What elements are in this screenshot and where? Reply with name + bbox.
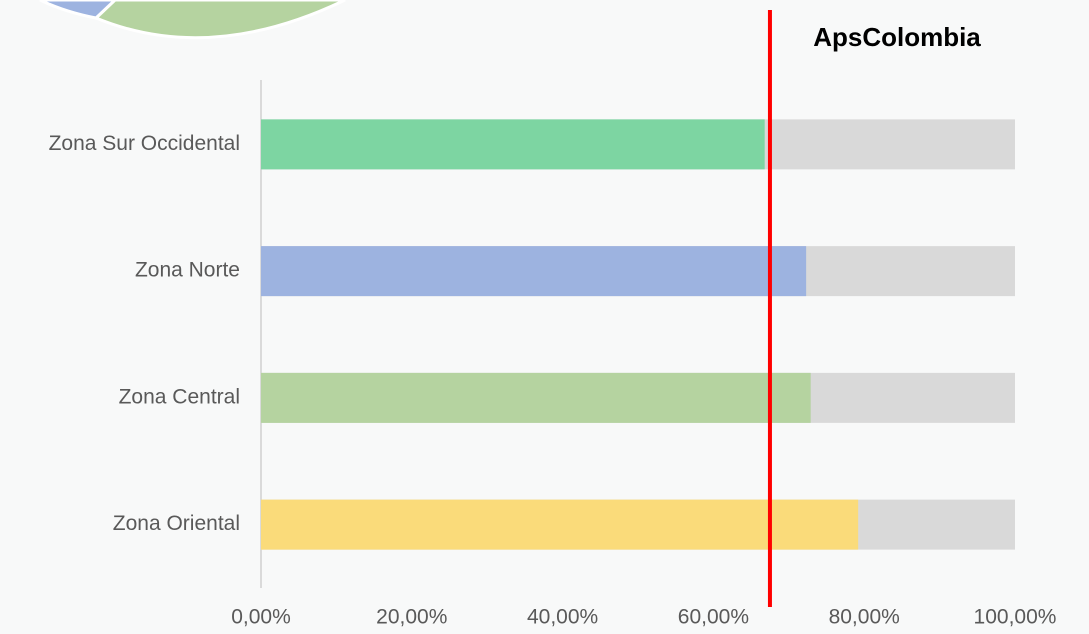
bar bbox=[261, 246, 807, 297]
bar bbox=[261, 119, 765, 170]
reference-label: ApsColombia bbox=[813, 22, 981, 52]
y-tick-label: Zona Oriental bbox=[113, 512, 240, 535]
bar bbox=[261, 372, 811, 423]
y-tick-label: Zona Central bbox=[119, 385, 240, 408]
x-tick-label: 80,00% bbox=[829, 606, 900, 629]
y-tick-label: Zona Sur Occidental bbox=[49, 132, 240, 155]
pie-fragment bbox=[39, 0, 346, 40]
x-tick-label: 20,00% bbox=[376, 606, 447, 629]
x-tick-label: 60,00% bbox=[678, 606, 749, 629]
x-tick-label: 40,00% bbox=[527, 606, 598, 629]
x-tick-label: 100,00% bbox=[974, 606, 1057, 629]
bar bbox=[261, 499, 859, 550]
y-tick-label: Zona Norte bbox=[135, 259, 240, 282]
x-tick-label: 0,00% bbox=[231, 606, 291, 629]
